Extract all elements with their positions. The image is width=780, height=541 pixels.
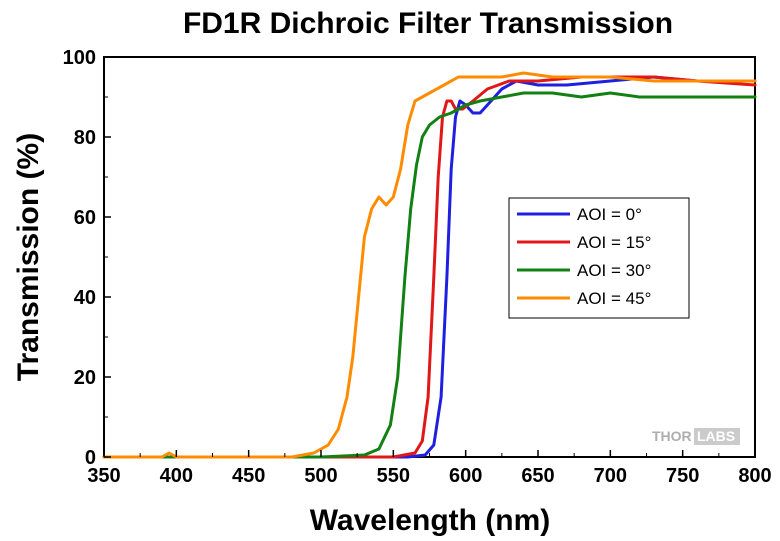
- y-tick-label: 0: [85, 447, 96, 469]
- legend-label: AOI = 45°: [577, 289, 651, 308]
- y-tick-label: 20: [74, 367, 96, 389]
- watermark-right: LABS: [697, 428, 735, 444]
- x-tick-label: 600: [449, 465, 482, 487]
- plot-area: 350 400 450 500 550 600 650 700 750 800 0 20 40 60 80 1…: [63, 47, 772, 487]
- legend-items: AOI = 0° AOI = 15° AOI = 30° AOI = 45°: [517, 205, 651, 308]
- thorlabs-watermark: THOR LABS: [652, 428, 740, 445]
- x-tick-label: 350: [87, 465, 120, 487]
- x-tick-label: 650: [521, 465, 554, 487]
- watermark-labs-box: [694, 428, 740, 445]
- x-tick-label: 550: [377, 465, 410, 487]
- series-line-aoi-3: [102, 71, 757, 459]
- tick-layer: 350 400 450 500 550 600 650 700 750 800 0 20 40 60 80 1…: [63, 47, 772, 487]
- y-axis-title: Transmission (%): [12, 133, 45, 381]
- x-tick-label: 750: [666, 465, 699, 487]
- y-tick-label: 40: [74, 287, 96, 309]
- watermark-left: THOR: [652, 428, 692, 444]
- series-line-aoi-0: [102, 75, 757, 459]
- x-tick-label: 400: [160, 465, 193, 487]
- y-tick-label: 60: [74, 207, 96, 229]
- x-axis-title: Wavelength (nm): [310, 504, 551, 537]
- y-tick-label: 100: [63, 47, 96, 69]
- legend-label: AOI = 0°: [577, 205, 642, 224]
- legend-label: AOI = 30°: [577, 261, 651, 280]
- x-tick-label: 500: [304, 465, 337, 487]
- x-tick-label: 450: [232, 465, 265, 487]
- series-line-aoi-2: [102, 91, 757, 459]
- legend-label: AOI = 15°: [577, 233, 651, 252]
- x-tick-label: 800: [738, 465, 771, 487]
- series-layer: [102, 71, 757, 459]
- legend: AOI = 0° AOI = 15° AOI = 30° AOI = 45°: [508, 197, 690, 319]
- x-tick-label: 700: [594, 465, 627, 487]
- y-tick-label: 80: [74, 127, 96, 149]
- chart-title: FD1R Dichroic Filter Transmission: [183, 7, 673, 40]
